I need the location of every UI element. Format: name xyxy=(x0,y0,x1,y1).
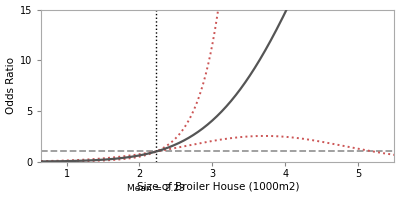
Y-axis label: Odds Ratio: Odds Ratio xyxy=(6,57,16,114)
X-axis label: Size of Broiler House (1000m2): Size of Broiler House (1000m2) xyxy=(136,181,299,191)
Text: Mean = 2.23: Mean = 2.23 xyxy=(127,184,185,193)
